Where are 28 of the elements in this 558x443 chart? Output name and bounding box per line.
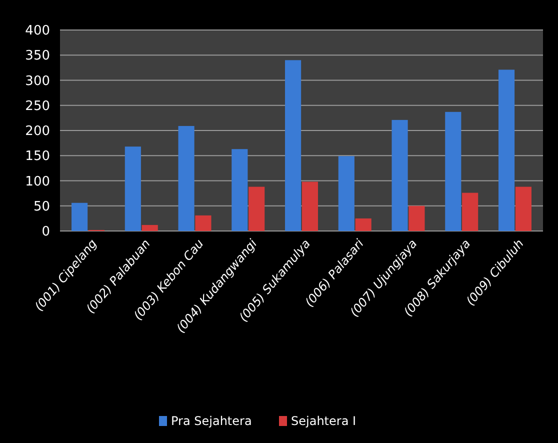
y-tick-label: 0 (42, 224, 50, 240)
legend-label: Sejahtera I (291, 414, 356, 428)
bar (515, 186, 532, 231)
y-tick-label: 100 (25, 174, 50, 190)
y-tick-label: 350 (25, 48, 50, 64)
bar (232, 149, 248, 231)
bar (142, 224, 158, 231)
bar (392, 120, 408, 231)
y-tick-label: 250 (25, 98, 50, 114)
y-tick-label: 200 (25, 124, 50, 140)
legend-label: Pra Sejahtera (171, 414, 252, 428)
bar (462, 192, 478, 231)
bar (285, 60, 302, 231)
bar (124, 146, 141, 231)
bar (445, 112, 462, 231)
y-tick-label: 150 (25, 149, 50, 164)
bar (248, 186, 265, 231)
bar (338, 156, 354, 231)
bar (498, 70, 515, 231)
y-tick-label: 50 (33, 199, 50, 214)
y-tick-label: 300 (25, 74, 50, 89)
bar (302, 182, 318, 231)
bar (195, 215, 212, 231)
bar (355, 218, 372, 231)
bar (178, 126, 194, 231)
bar (408, 206, 425, 231)
bar (72, 202, 88, 231)
y-tick-label: 400 (25, 24, 50, 39)
